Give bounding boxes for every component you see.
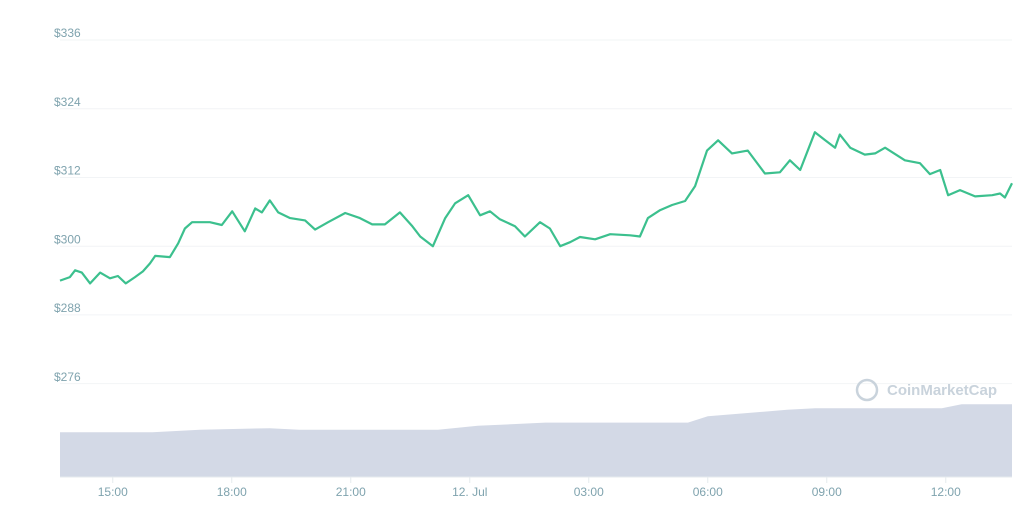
x-tick-label: 09:00: [812, 485, 842, 499]
x-tick-label: 18:00: [217, 485, 247, 499]
x-tick-label: 12:00: [931, 485, 961, 499]
y-tick-label: $276: [54, 370, 81, 384]
x-tick-label: 15:00: [98, 485, 128, 499]
watermark: CoinMarketCap: [855, 378, 997, 402]
y-tick-label: $300: [54, 232, 81, 246]
x-tick-label: 12. Jul: [452, 485, 487, 499]
plot: $276 $288 $300 $312 $324 $336 15:00 18:00 21:00 1…: [54, 26, 1013, 499]
watermark-logo: [855, 378, 879, 402]
price-line: [59, 131, 1013, 285]
y-tick-label: $288: [54, 301, 81, 315]
watermark-text: CoinMarketCap: [887, 382, 997, 399]
x-tick-label: 21:00: [336, 485, 366, 499]
y-tick-label: $336: [54, 26, 81, 40]
x-tick-label: 06:00: [693, 485, 723, 499]
y-tick-label: $324: [54, 95, 81, 109]
volume-area: [60, 404, 1012, 477]
x-tick-label: 03:00: [574, 485, 604, 499]
y-tick-label: $312: [54, 164, 81, 178]
